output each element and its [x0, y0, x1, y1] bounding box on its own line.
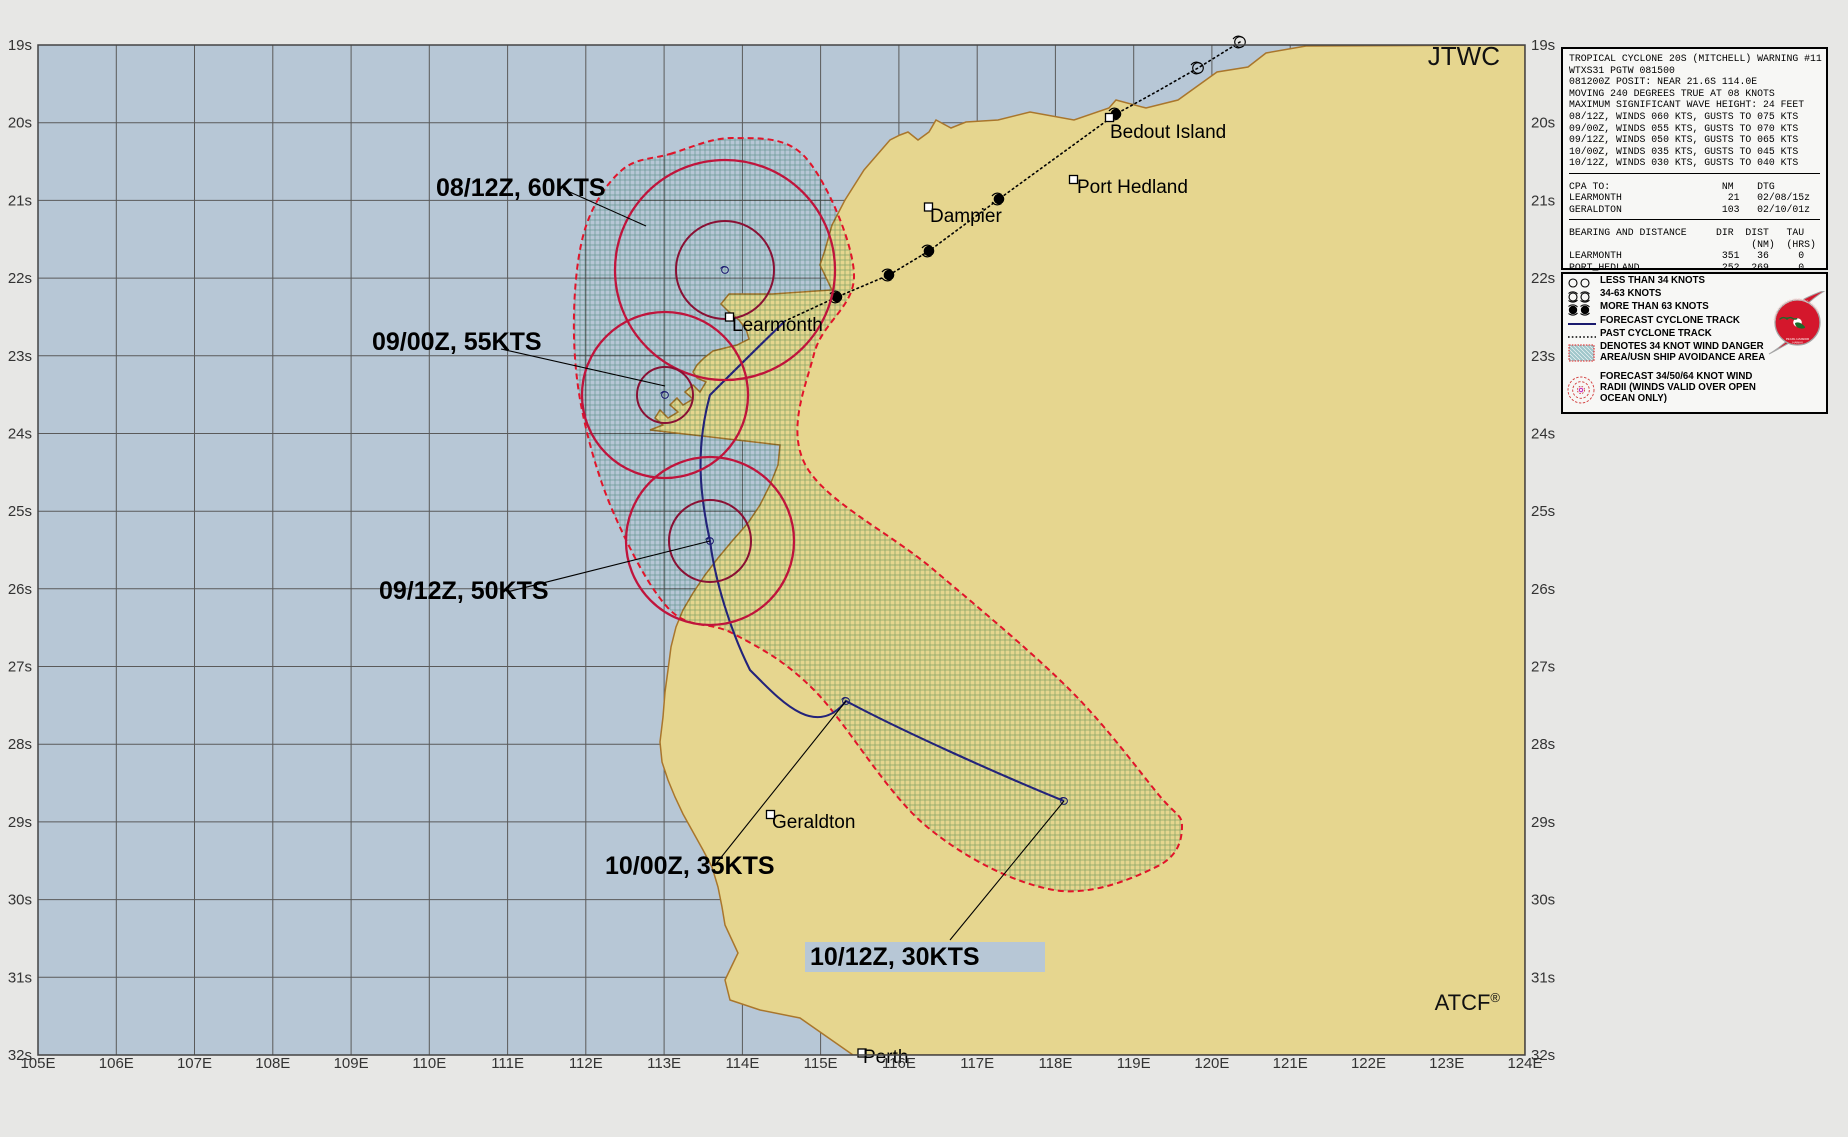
svg-text:20s: 20s	[8, 115, 32, 132]
svg-text:Geraldton: Geraldton	[772, 812, 855, 833]
svg-text:116E: 116E	[882, 1055, 916, 1072]
svg-text:26s: 26s	[1531, 581, 1555, 598]
svg-text:118E: 118E	[1038, 1055, 1072, 1072]
svg-text:09/12Z, 50KTS: 09/12Z, 50KTS	[379, 577, 549, 605]
svg-text:27s: 27s	[8, 659, 32, 676]
svg-text:21s: 21s	[1531, 192, 1555, 209]
svg-text:29s: 29s	[8, 814, 32, 831]
svg-text:30s: 30s	[8, 892, 32, 909]
svg-text:HAWAII: HAWAII	[1792, 341, 1802, 345]
svg-text:JTWC: JTWC	[1428, 41, 1500, 71]
svg-text:120E: 120E	[1194, 1055, 1229, 1072]
svg-text:23s: 23s	[1531, 348, 1555, 365]
svg-text:110E: 110E	[412, 1055, 446, 1072]
svg-text:114E: 114E	[725, 1055, 759, 1072]
svg-text:Learmonth: Learmonth	[732, 315, 823, 336]
svg-text:121E: 121E	[1273, 1055, 1308, 1072]
svg-text:119E: 119E	[1117, 1055, 1151, 1072]
svg-text:20s: 20s	[1531, 115, 1555, 132]
svg-text:Port Hedland: Port Hedland	[1077, 177, 1188, 198]
svg-text:32s: 32s	[8, 1047, 32, 1064]
svg-text:25s: 25s	[1531, 503, 1555, 520]
svg-text:32s: 32s	[1531, 1047, 1555, 1064]
svg-text:117E: 117E	[960, 1055, 994, 1072]
svg-text:122E: 122E	[1351, 1055, 1386, 1072]
svg-text:Bedout Island: Bedout Island	[1110, 122, 1226, 143]
svg-text:109E: 109E	[334, 1055, 369, 1072]
svg-text:30s: 30s	[1531, 892, 1555, 909]
svg-text:112E: 112E	[569, 1055, 603, 1072]
svg-text:24s: 24s	[1531, 426, 1555, 443]
svg-text:29s: 29s	[1531, 814, 1555, 831]
svg-text:107E: 107E	[177, 1055, 212, 1072]
svg-text:10/12Z, 30KTS: 10/12Z, 30KTS	[810, 943, 980, 971]
svg-text:106E: 106E	[99, 1055, 134, 1072]
svg-text:24s: 24s	[8, 426, 32, 443]
svg-text:09/00Z, 55KTS: 09/00Z, 55KTS	[372, 328, 542, 356]
svg-text:108E: 108E	[255, 1055, 290, 1072]
svg-text:31s: 31s	[1531, 969, 1555, 986]
svg-text:123E: 123E	[1429, 1055, 1464, 1072]
svg-text:08/12Z, 60KTS: 08/12Z, 60KTS	[436, 174, 606, 202]
svg-text:25s: 25s	[8, 503, 32, 520]
svg-text:22s: 22s	[1531, 270, 1555, 287]
svg-text:28s: 28s	[1531, 736, 1555, 753]
svg-text:22s: 22s	[8, 270, 32, 287]
svg-text:26s: 26s	[8, 581, 32, 598]
svg-text:31s: 31s	[8, 969, 32, 986]
svg-text:Dampier: Dampier	[930, 206, 1002, 227]
svg-text:19s: 19s	[8, 37, 32, 54]
svg-text:115E: 115E	[804, 1055, 838, 1072]
svg-text:111E: 111E	[491, 1055, 524, 1072]
svg-text:10/00Z, 35KTS: 10/00Z, 35KTS	[605, 852, 775, 880]
svg-text:23s: 23s	[8, 348, 32, 365]
svg-text:21s: 21s	[8, 192, 32, 209]
svg-text:28s: 28s	[8, 736, 32, 753]
svg-text:27s: 27s	[1531, 659, 1555, 676]
svg-text:19s: 19s	[1531, 37, 1555, 54]
svg-text:113E: 113E	[647, 1055, 681, 1072]
